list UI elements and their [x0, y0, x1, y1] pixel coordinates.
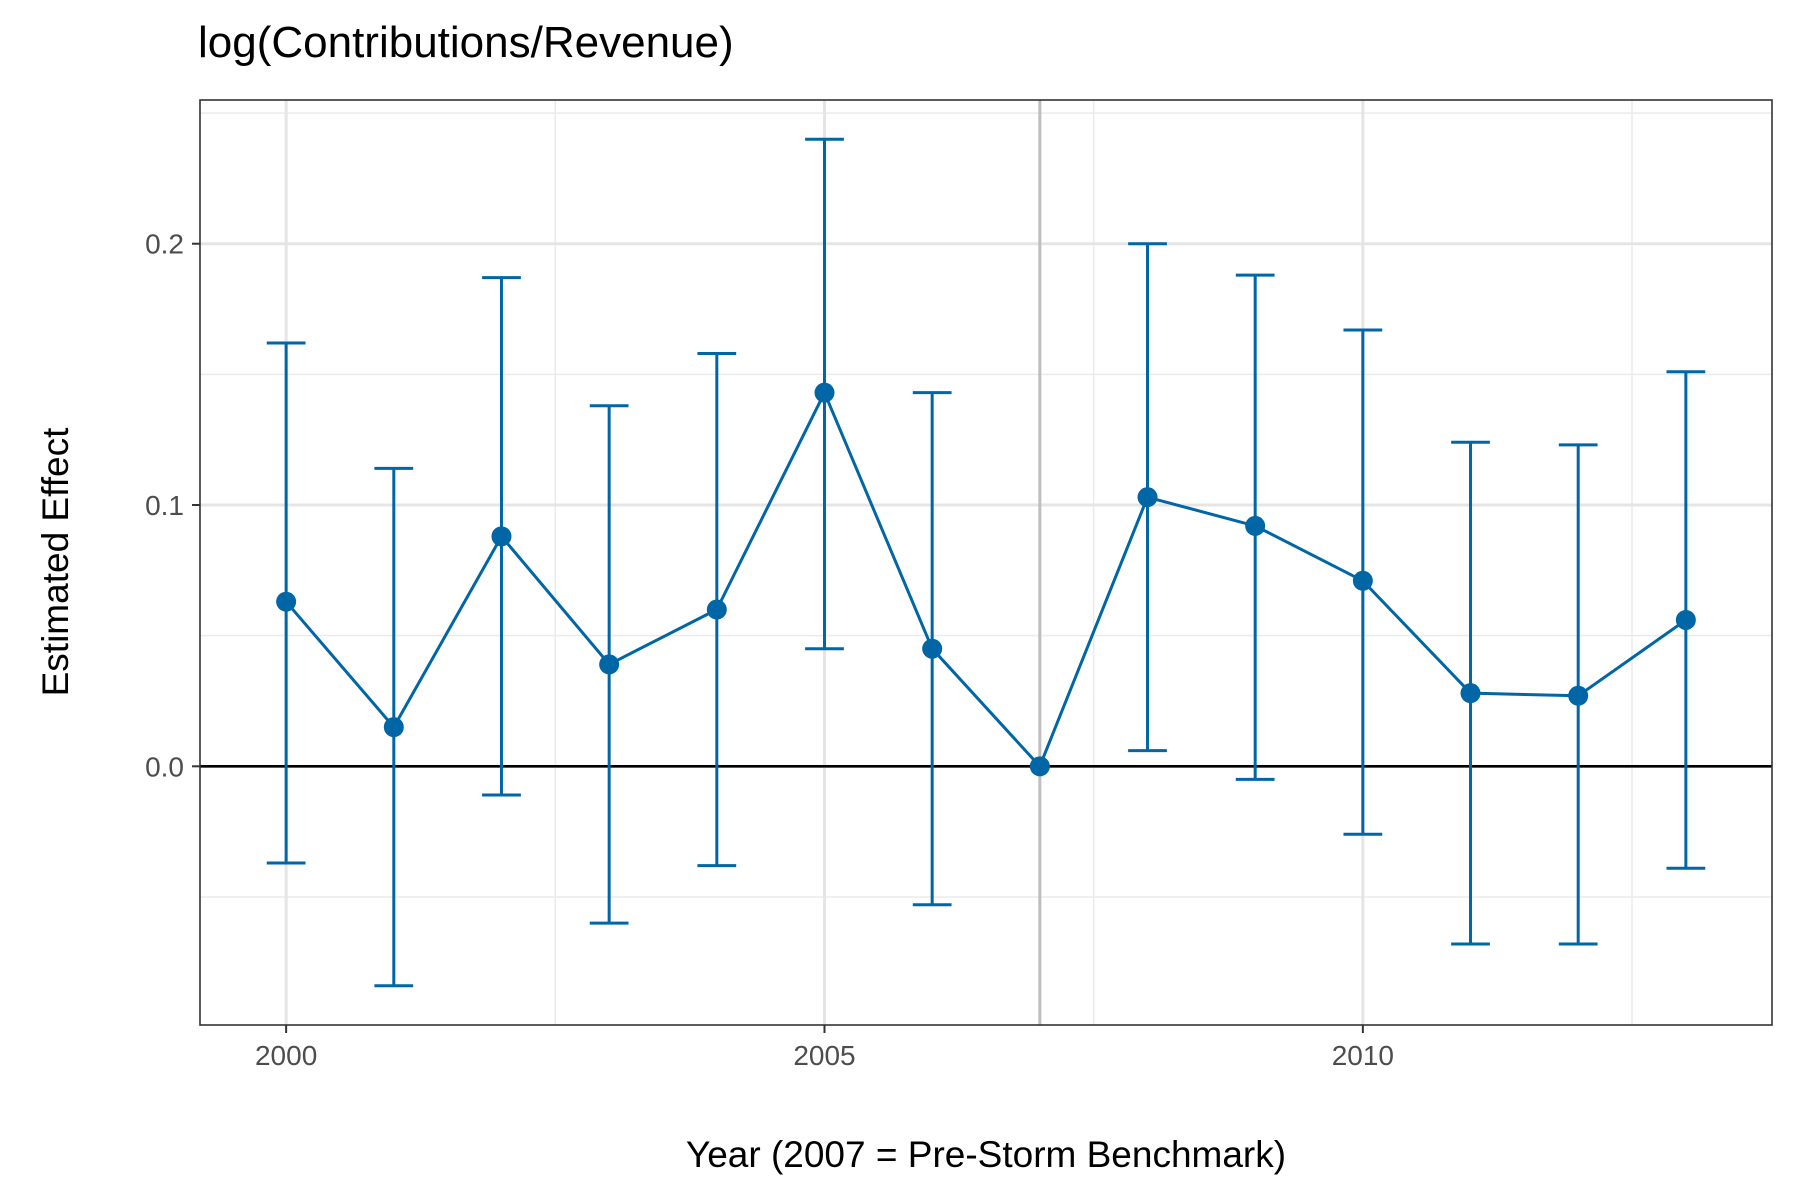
- data-point: [1675, 609, 1696, 630]
- x-tick-label: 2005: [793, 1040, 855, 1071]
- data-point: [1137, 487, 1158, 508]
- data-point: [1245, 515, 1266, 536]
- axis-ticks: [192, 242, 1364, 1033]
- tick-labels: 2000 2005 2010 0.0 0.1 0.2: [145, 229, 1394, 1071]
- y-tick-label: 0.2: [145, 229, 184, 260]
- data-point: [383, 717, 404, 738]
- data-point: [1352, 570, 1373, 591]
- data-point: [814, 382, 835, 403]
- y-tick-label: 0.0: [145, 751, 184, 782]
- panel-border: [199, 99, 1773, 1026]
- data-point: [1029, 756, 1050, 777]
- data-point: [922, 638, 943, 659]
- series-line: [284, 391, 1687, 768]
- error-bars: [266, 137, 1706, 988]
- x-tick-label: 2000: [255, 1040, 317, 1071]
- data-points: [276, 382, 1696, 777]
- data-point: [1460, 683, 1481, 704]
- data-point: [276, 591, 297, 612]
- major-gridlines: [200, 100, 1772, 1025]
- x-axis-label: Year (2007 = Pre-Storm Benchmark): [685, 1134, 1287, 1175]
- y-tick-label: 0.1: [145, 490, 184, 521]
- data-point: [1568, 685, 1589, 706]
- x-tick-label: 2010: [1332, 1040, 1394, 1071]
- series-line-group: [284, 391, 1687, 768]
- data-point: [491, 526, 512, 547]
- chart-title: log(Contributions/Revenue): [198, 18, 734, 67]
- minor-gridlines: [200, 100, 1772, 1025]
- data-point: [706, 599, 727, 620]
- reference-lines: [200, 100, 1772, 1025]
- data-point: [599, 654, 620, 675]
